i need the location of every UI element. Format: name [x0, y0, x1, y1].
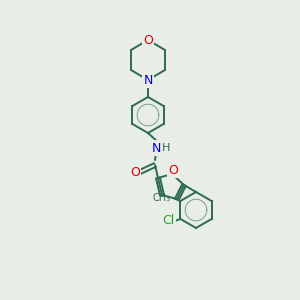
Text: O: O	[168, 164, 178, 176]
Text: O: O	[143, 34, 153, 46]
Text: O: O	[130, 166, 140, 178]
Text: N: N	[143, 74, 153, 86]
Text: H: H	[162, 143, 170, 153]
Text: Cl: Cl	[162, 214, 175, 227]
Text: CH₃: CH₃	[152, 193, 170, 203]
Text: N: N	[151, 142, 161, 154]
